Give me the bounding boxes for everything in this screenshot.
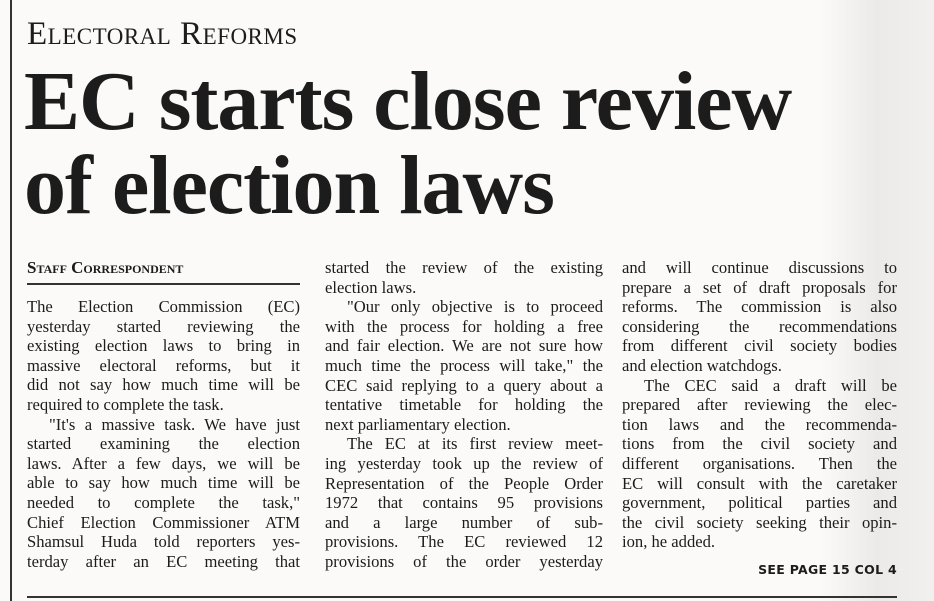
text-line: The Election Commission (EC) — [27, 297, 300, 316]
text-line: prepare a set of draft proposals for — [622, 277, 897, 297]
paragraph: The Election Commission (EC) yesterday st… — [27, 297, 300, 415]
text-line: The EC at its first review meet- — [347, 434, 603, 454]
paragraph: "It's a massive task. We have just starte… — [27, 415, 300, 572]
paragraph: started the review of the existing electi… — [325, 258, 603, 297]
text-line: Representation of the People Order — [325, 473, 603, 493]
text-line: reforms. The commission is also — [622, 297, 897, 317]
text-line: "It's a massive task. We have just — [49, 414, 300, 434]
text-line: laws. After a few days, we will be — [27, 453, 300, 473]
text-line: started the review of the existing — [325, 258, 603, 277]
text-line: able to say how much time will be — [27, 473, 300, 493]
text-line: required to complete the task. — [27, 394, 224, 414]
text-line: ion, he added. — [622, 532, 716, 552]
text-line: tentative timetable for holding the — [325, 395, 603, 415]
text-line: considering the recommendations — [622, 316, 897, 336]
left-column-rule — [10, 0, 12, 601]
text-line: provisions of the order yesterday — [325, 551, 603, 571]
text-line: different organisations. Then the — [622, 453, 897, 473]
paragraph: The CEC said a draft will be prepared aft… — [622, 376, 897, 552]
article-column-3: and will continue discussions to prepare … — [622, 258, 897, 580]
text-line: existing election laws to bring in — [27, 336, 300, 356]
byline: Staff Correspondent — [27, 258, 184, 277]
byline-rule — [27, 283, 300, 285]
continued-jump-line: SEE PAGE 15 COL 4 — [758, 561, 897, 577]
text-line: election laws. — [325, 277, 417, 297]
text-line: provisions. The EC reviewed 12 — [325, 532, 603, 552]
text-line: with the process for holding a free — [325, 316, 603, 336]
article-column-1: Staff Correspondent The Election Commiss… — [27, 258, 300, 571]
text-line: ing yesterday took up the review of — [325, 453, 603, 473]
text-line: the civil society seeking their opin- — [622, 512, 897, 532]
text-line: next parliamentary election. — [325, 414, 511, 434]
text-line: Chief Election Commissioner ATM — [27, 512, 300, 532]
text-line: terday after an EC meeting that — [27, 551, 300, 571]
text-line: Shamsul Huda told reporters yes- — [27, 532, 300, 552]
headline-line-1: EC starts close review — [24, 55, 792, 148]
paragraph: The EC at its first review meet-ing yest… — [325, 434, 603, 571]
text-line: and a large number of sub- — [325, 512, 603, 532]
section-kicker: Electoral Reforms — [27, 16, 298, 52]
text-line: 1972 that contains 95 provisions — [325, 493, 603, 513]
article-column-2: started the review of the existing electi… — [325, 258, 603, 572]
text-line: much time the process will take," the — [325, 355, 603, 375]
text-line: and will continue discussions to — [622, 258, 897, 277]
text-line: massive electoral reforms, but it — [27, 355, 300, 375]
text-line: tion laws and the recommenda- — [622, 414, 897, 434]
text-line: government, political parties and — [622, 493, 897, 513]
headline-line-2: of election laws — [24, 139, 555, 232]
text-line: "Our only objective is to proceed — [347, 297, 603, 317]
paragraph: "Our only objective is to proceed with th… — [325, 297, 603, 434]
text-line: did not say how much time will be — [27, 375, 300, 395]
text-line: started examining the election — [27, 434, 300, 454]
text-line: tions from the civil society and — [622, 434, 897, 454]
text-line: prepared after reviewing the elec- — [622, 395, 897, 415]
bottom-rule — [27, 596, 897, 598]
text-line: from different civil society bodies — [622, 336, 897, 356]
text-line: EC will consult with the caretaker — [622, 473, 897, 493]
paragraph: and will continue discussions to prepare … — [622, 258, 897, 376]
text-line: needed to complete the task," — [27, 492, 300, 512]
text-line: yesterday started reviewing the — [27, 316, 300, 336]
text-line: The CEC said a draft will be — [644, 375, 897, 395]
text-line: CEC said replying to a query about a — [325, 375, 603, 395]
text-line: and fair election. We are not sure how — [325, 336, 603, 356]
text-line: and election watchdogs. — [622, 355, 782, 375]
paper-shadow — [820, 0, 934, 601]
